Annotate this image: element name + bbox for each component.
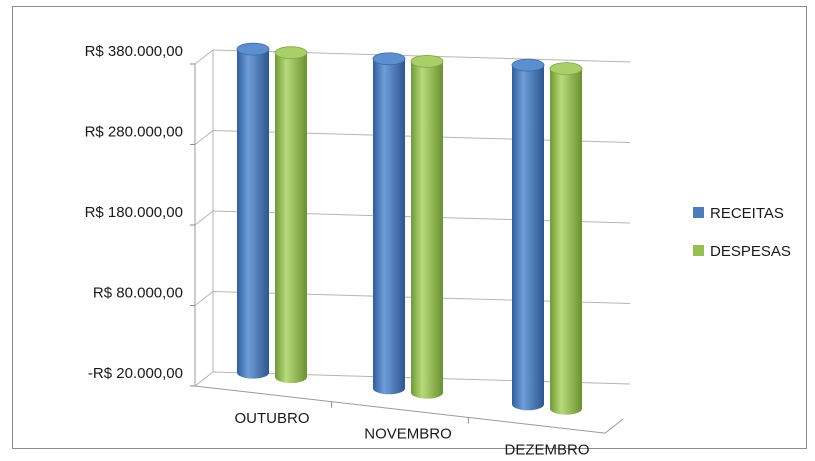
- floor-right-edge: [604, 418, 624, 434]
- bar-despesas-dezembro: [549, 62, 583, 415]
- gridline-side: [194, 291, 214, 306]
- bar-layer: [236, 42, 583, 415]
- bar-receitas-dezembro: [511, 58, 545, 411]
- gridline-side: [194, 371, 214, 387]
- cylinder-body: [237, 49, 269, 379]
- cylinder-top: [511, 58, 545, 72]
- cylinder-top: [549, 62, 583, 76]
- y-tick-label: R$ 80.000,00: [93, 285, 183, 302]
- cylinder-top: [410, 55, 444, 68]
- y-tick-label: R$ 380.000,00: [85, 43, 183, 60]
- x-category-label: DEZEMBRO: [504, 441, 589, 458]
- y-tick-label: -R$ 20.000,00: [88, 365, 183, 382]
- gridline-side: [194, 210, 214, 226]
- legend-label-despesas: DESPESAS: [710, 243, 791, 260]
- bar-receitas-novembro: [372, 52, 406, 395]
- gridline-side: [194, 130, 214, 145]
- bar-receitas-outubro: [236, 42, 270, 379]
- x-axis-categories: OUTUBRO NOVEMBRO DEZEMBRO: [235, 410, 590, 459]
- bar-despesas-novembro: [410, 55, 444, 399]
- legend-swatch-receitas: [693, 207, 704, 218]
- cylinder-body: [512, 65, 544, 411]
- bar-despesas-outubro: [274, 46, 308, 384]
- x-category-label: NOVEMBRO: [364, 425, 452, 442]
- legend-label-receitas: RECEITAS: [710, 205, 784, 222]
- cylinder-top: [236, 42, 270, 56]
- cylinder-body: [275, 52, 307, 384]
- gridline-side: [194, 49, 214, 65]
- cylinder-body: [373, 58, 405, 395]
- x-axis-line: [194, 385, 606, 434]
- chart-frame: [12, 6, 807, 449]
- y-tick-label: R$ 180.000,00: [85, 204, 183, 221]
- legend-swatch-despesas: [693, 245, 704, 256]
- x-category-label: OUTUBRO: [235, 410, 310, 427]
- cylinder-top: [274, 46, 308, 60]
- cylinder-top: [372, 52, 406, 66]
- cylinder-body: [411, 61, 443, 399]
- legend: RECEITAS DESPESAS: [693, 205, 791, 260]
- y-tick-label: R$ 280.000,00: [85, 124, 183, 141]
- y-axis-ticks: -R$ 20.000,00 R$ 80.000,00 R$ 180.000,00 R$…: [85, 43, 183, 382]
- cylinder-body: [550, 68, 582, 415]
